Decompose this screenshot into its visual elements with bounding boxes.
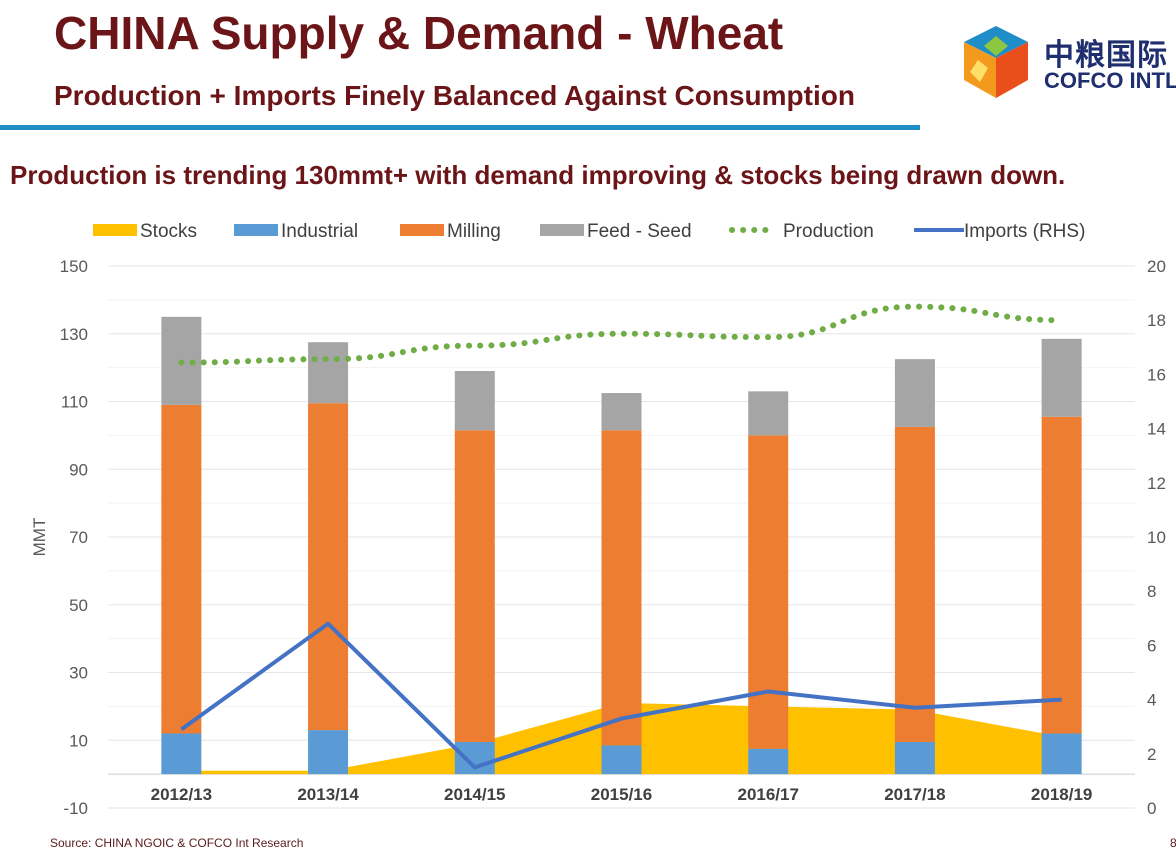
bar-milling [894, 426, 935, 742]
title-divider [0, 125, 920, 130]
bar-industrial [1041, 733, 1082, 775]
y2-tick-label: 8 [1147, 582, 1156, 601]
bar-industrial [308, 730, 349, 775]
y-tick-label: 10 [69, 731, 88, 750]
supply-demand-chart: -10 10 30 50 70 90 110 130 150 0 2 4 6 8 10 12 14 16 18 20 M… [30, 221, 1166, 818]
y2-tick-label: 16 [1147, 365, 1166, 384]
y2-tick-label: 0 [1147, 799, 1156, 818]
x-tick-label: 2012/13 [151, 785, 212, 804]
headline: Production is trending 130mmt+ with dema… [10, 160, 1066, 190]
production-line [178, 303, 1065, 366]
y2-tick-label: 14 [1147, 420, 1166, 439]
x-tick-label: 2016/17 [737, 785, 798, 804]
legend-swatch-milling [400, 224, 444, 236]
y2-tick-label: 10 [1147, 528, 1166, 547]
y-tick-label: 30 [69, 664, 88, 683]
y-tick-label: 70 [69, 528, 88, 547]
y-tick-label: 130 [60, 325, 88, 344]
legend-label-industrial: Industrial [281, 221, 358, 242]
bar-milling [748, 435, 789, 749]
bar-feed-seed [601, 393, 642, 431]
legend-swatch-feed-seed [540, 224, 584, 236]
logo-english-text: COFCO INTL [1044, 68, 1176, 93]
x-tick-label: 2017/18 [884, 785, 945, 804]
legend-label-production: Production [783, 221, 874, 242]
bar-milling [601, 430, 642, 746]
page-title: CHINA Supply & Demand - Wheat [54, 7, 784, 59]
bar-industrial [894, 741, 935, 775]
imports-line [180, 621, 1062, 770]
bar-industrial [601, 745, 642, 775]
bar-feed-seed [308, 342, 349, 404]
y2-tick-label: 18 [1147, 311, 1166, 330]
y-tick-label: -10 [63, 799, 88, 818]
y2-tick-label: 6 [1147, 636, 1156, 655]
legend-label-stocks: Stocks [140, 221, 197, 242]
bar-milling [161, 404, 202, 734]
bar-milling [454, 430, 495, 742]
legend-label-milling: Milling [447, 221, 501, 242]
bar-milling [308, 403, 349, 731]
x-tick-label: 2018/19 [1031, 785, 1092, 804]
bar-industrial [161, 733, 202, 775]
bar-feed-seed [748, 391, 789, 436]
bar-milling [1041, 416, 1082, 734]
y-axis-label: MMT [30, 518, 49, 557]
logo-chinese-text: 中粮国际 [1044, 39, 1168, 72]
y2-tick-label: 20 [1147, 257, 1166, 276]
cofco-cube-icon [964, 26, 1028, 98]
x-tick-label: 2013/14 [297, 785, 359, 804]
y-tick-label: 90 [69, 460, 88, 479]
legend-swatch-stocks [93, 224, 137, 236]
bar-feed-seed [894, 359, 935, 427]
x-tick-label: 2014/15 [444, 785, 505, 804]
x-tick-label: 2015/16 [591, 785, 652, 804]
y-tick-label: 150 [60, 257, 88, 276]
bar-feed-seed [454, 371, 495, 431]
y-tick-label: 50 [69, 596, 88, 615]
y2-tick-label: 2 [1147, 745, 1156, 764]
source-note: Source: CHINA NGOIC & COFCO Int Research [50, 836, 304, 850]
y2-tick-label: 4 [1147, 691, 1156, 710]
legend-label-feed-seed: Feed - Seed [587, 221, 692, 242]
legend-swatch-industrial [234, 224, 278, 236]
page-subtitle: Production + Imports Finely Balanced Aga… [54, 80, 855, 111]
bar-industrial [748, 748, 789, 775]
page-number: 8 [1170, 836, 1176, 850]
legend-label-imports-rhs: Imports (RHS) [964, 221, 1085, 242]
bar-feed-seed [1041, 338, 1082, 417]
y2-tick-label: 12 [1147, 474, 1166, 493]
y-tick-label: 110 [61, 393, 88, 412]
